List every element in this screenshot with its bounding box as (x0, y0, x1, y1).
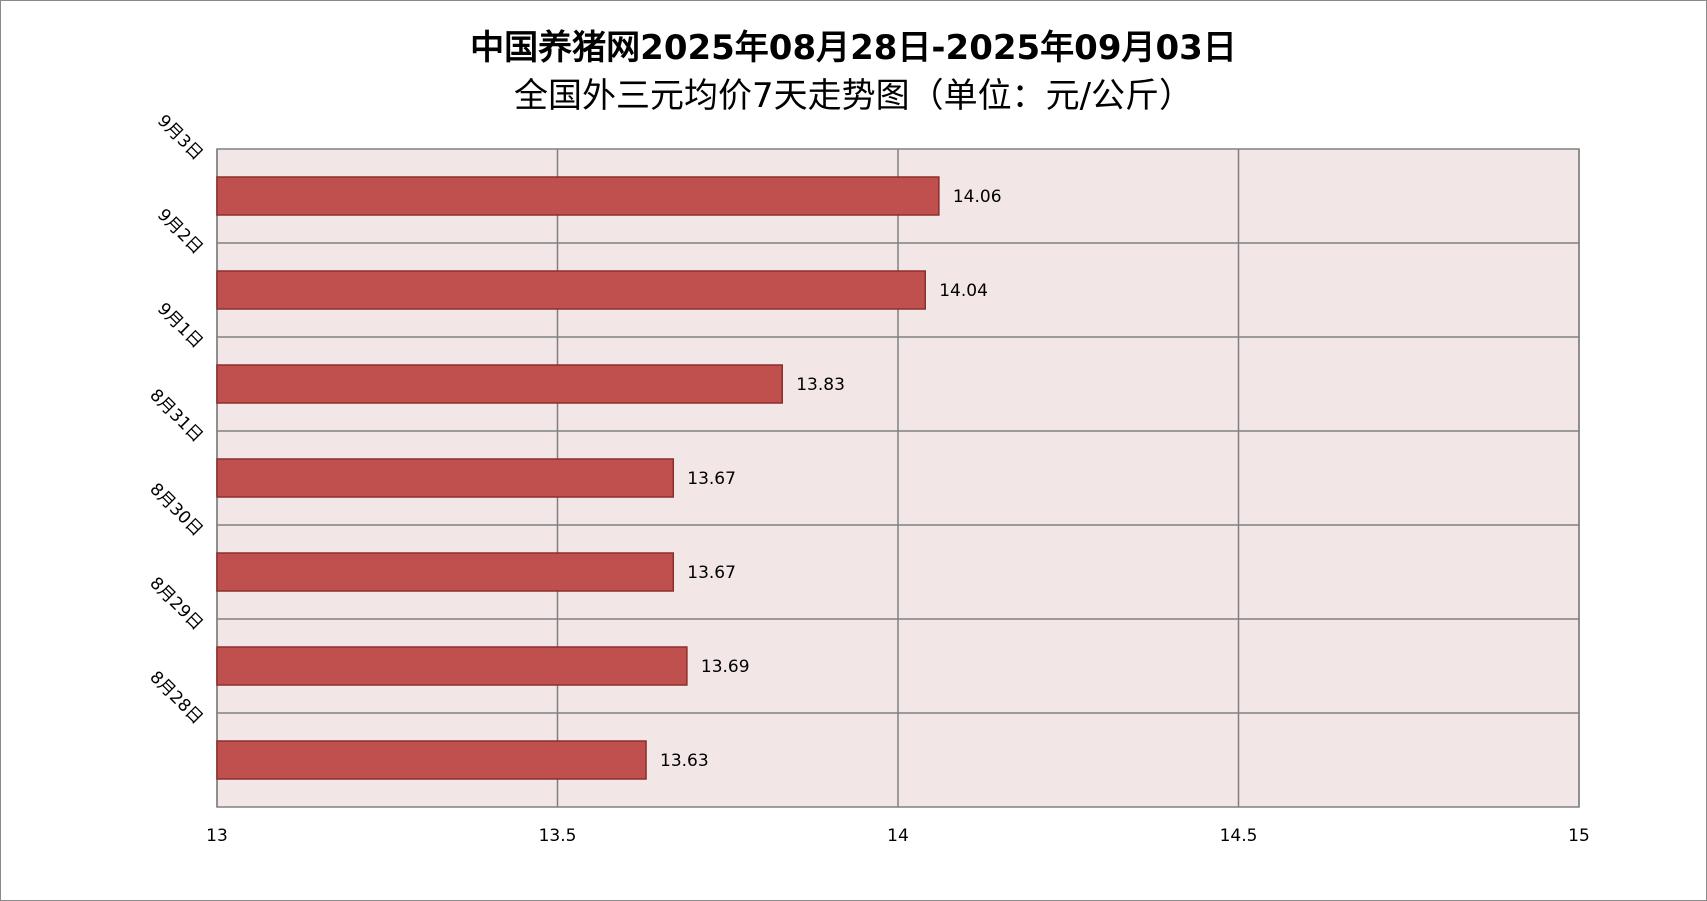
chart-title: 中国养猪网2025年08月28日-2025年09月03日 全国外三元均价7天走势… (0, 24, 1707, 120)
grid-layer (216, 149, 1580, 807)
x-tick-label: 15 (1568, 826, 1590, 846)
y-category-label: 8月31日 (145, 385, 206, 446)
bar-value-label: 13.83 (796, 375, 845, 395)
y-category-label: 8月28日 (145, 667, 206, 728)
chart-title-line1: 中国养猪网2025年08月28日-2025年09月03日 (470, 28, 1237, 68)
bar-value-label: 13.63 (660, 751, 709, 771)
y-category-label: 8月30日 (145, 479, 206, 540)
x-tick-label: 14 (887, 826, 909, 846)
bar (216, 458, 675, 498)
bar (216, 176, 940, 216)
bar-layer (216, 176, 940, 780)
bar-value-label: 13.67 (687, 469, 736, 489)
x-tick-label: 13 (206, 826, 228, 846)
bar-value-label: 14.06 (953, 187, 1002, 207)
bar (216, 740, 647, 780)
bar-value-label: 13.67 (687, 563, 736, 583)
y-category-label: 8月29日 (145, 573, 206, 634)
x-tick-label: 13.5 (539, 826, 577, 846)
bar-value-label: 13.69 (701, 657, 750, 677)
y-category-label: 9月1日 (153, 299, 206, 352)
bar (216, 270, 926, 310)
chart-title-line2: 全国外三元均价7天走势图（单位：元/公斤） (513, 76, 1194, 116)
bar (216, 646, 688, 686)
y-category-label: 9月2日 (153, 205, 206, 258)
bar (216, 552, 675, 592)
bar (216, 364, 783, 404)
x-tick-label: 14.5 (1220, 826, 1258, 846)
y-category-label: 9月3日 (153, 111, 206, 164)
bar-value-label: 14.04 (939, 281, 988, 301)
